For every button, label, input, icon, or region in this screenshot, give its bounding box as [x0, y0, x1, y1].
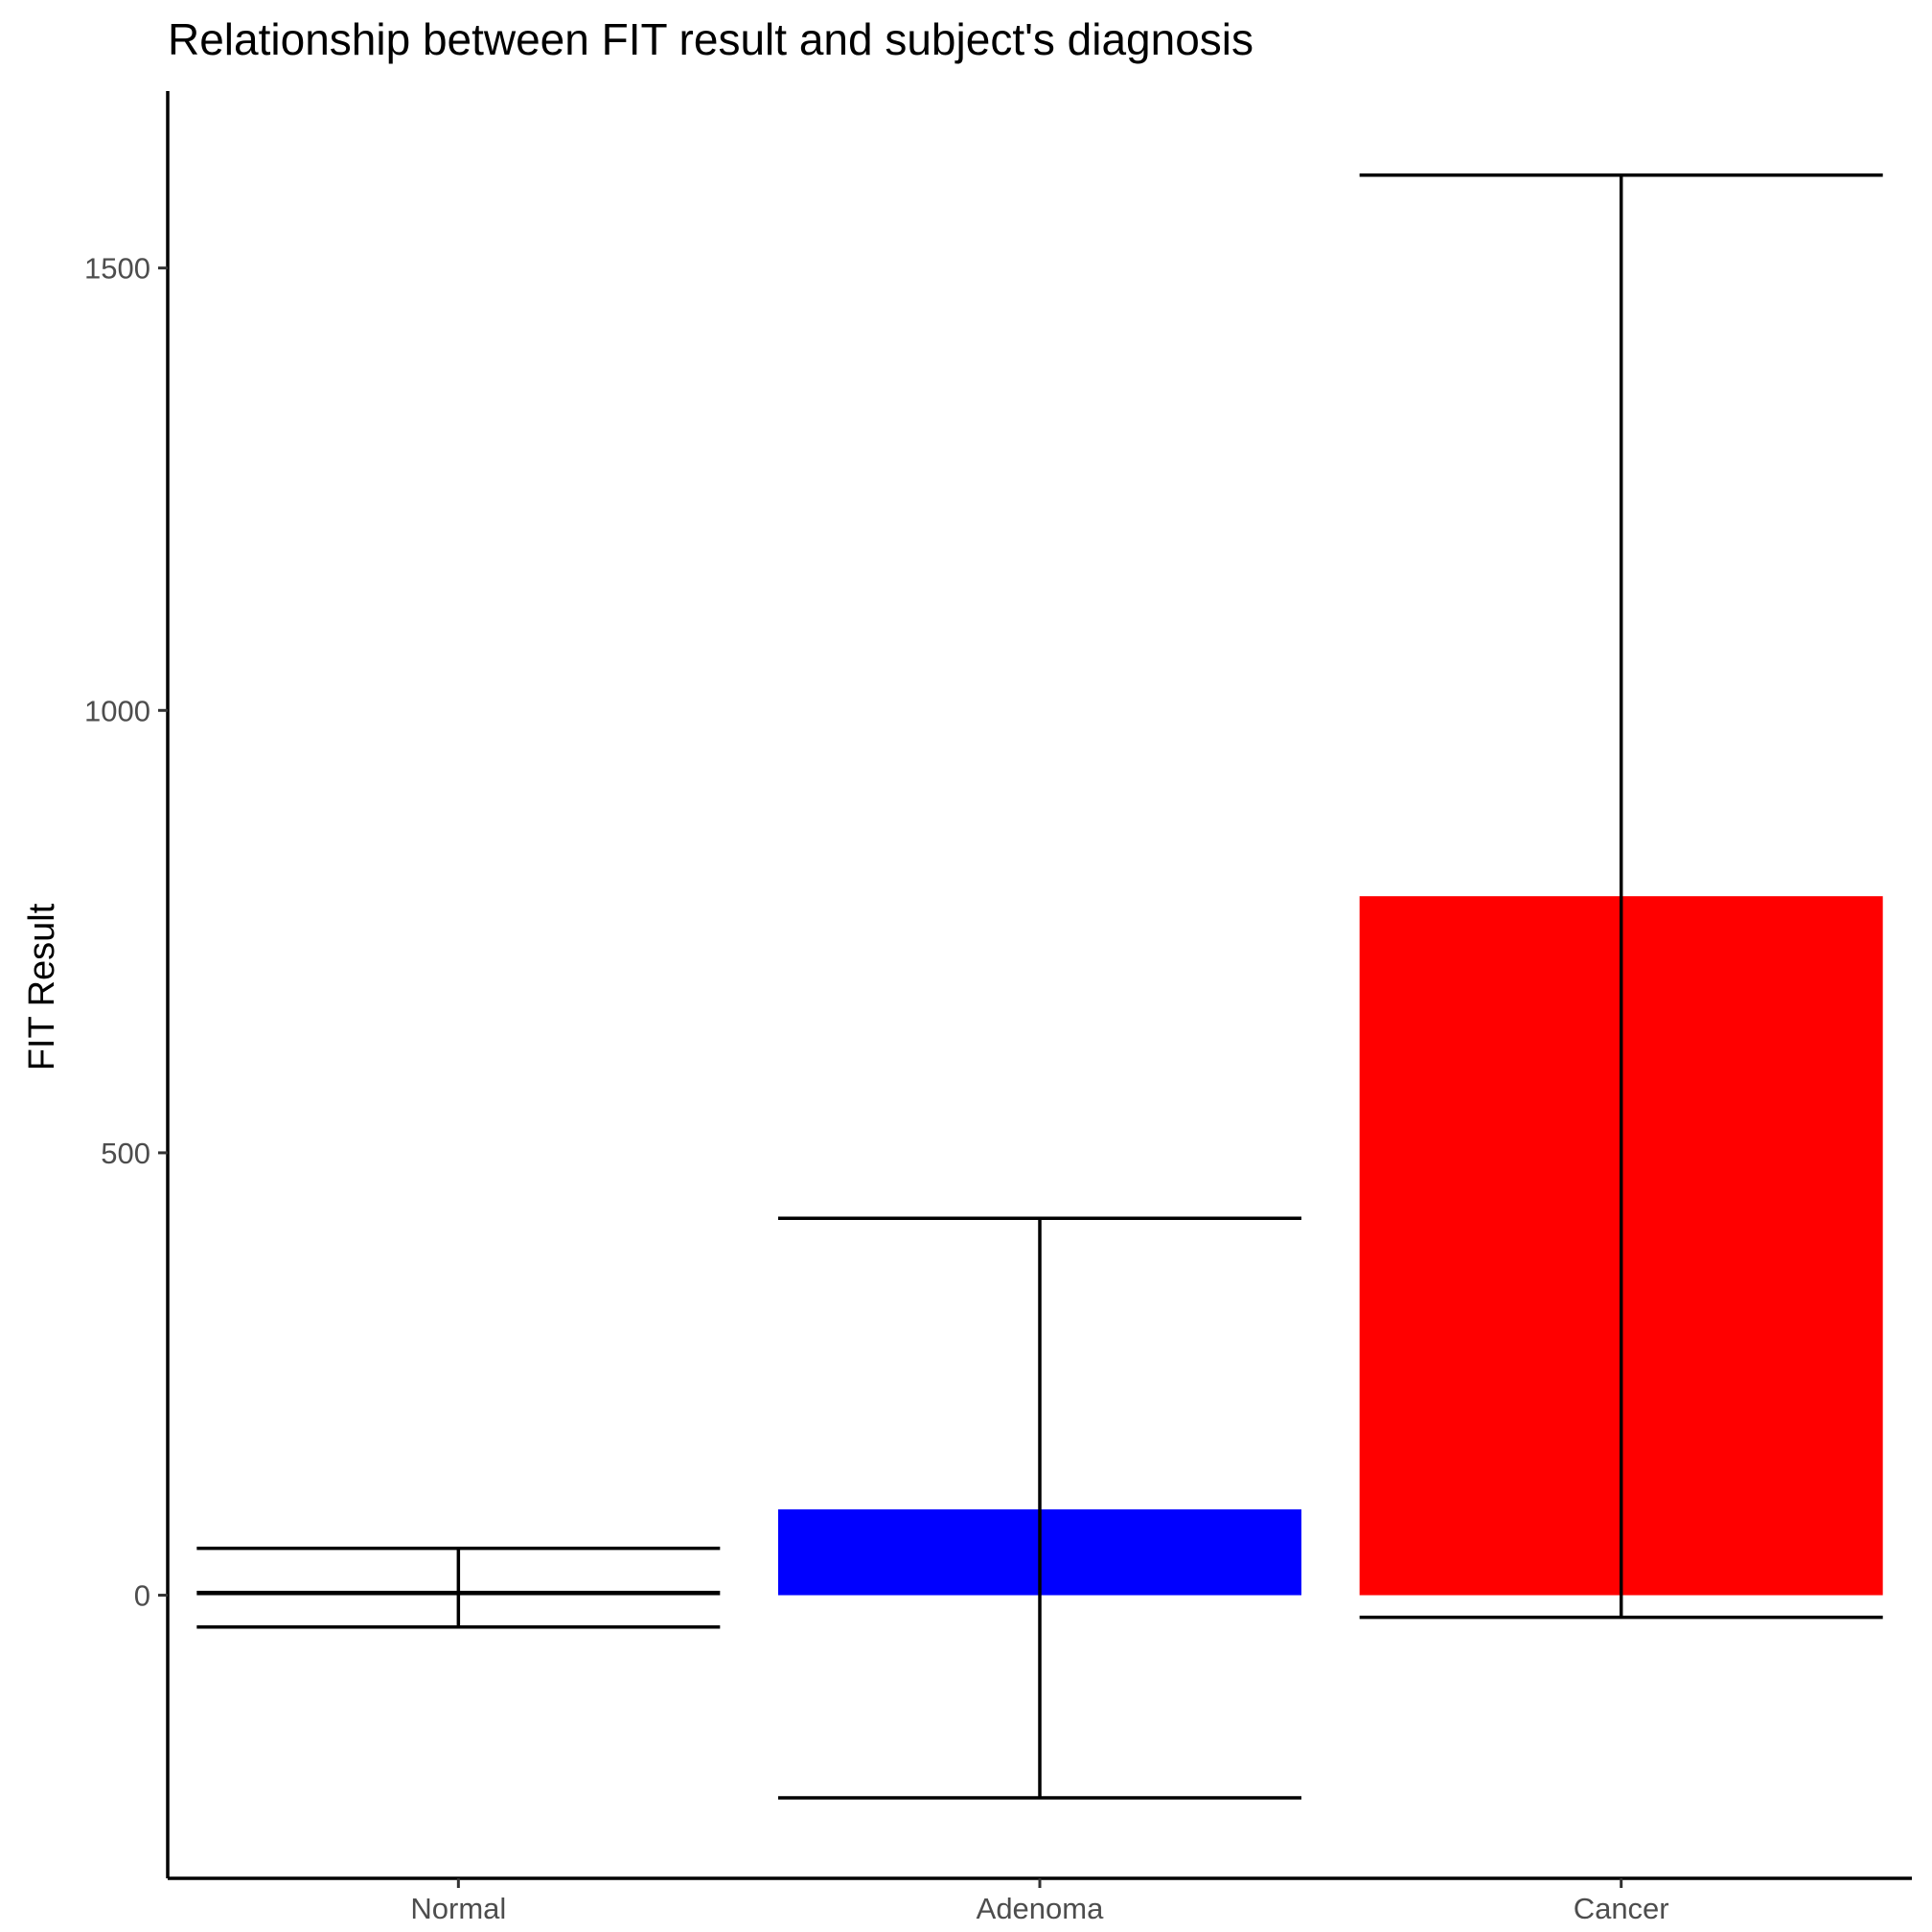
error-bars-group [196, 172, 1883, 1800]
y-tick-label: 500 [101, 1137, 150, 1170]
x-tick-label: Cancer [1574, 1892, 1669, 1925]
chart-title: Relationship between FIT result and subj… [168, 14, 1254, 64]
x-tick-label: Adenoma [977, 1892, 1104, 1925]
ticks-group: 0 500 1000 1500 Normal Adenoma Cancer [84, 252, 1669, 1925]
y-tick-label: 0 [134, 1579, 150, 1613]
x-tick-label: Normal [410, 1892, 506, 1925]
y-tick-label: 1000 [84, 694, 150, 727]
y-axis-label: FIT Result [22, 903, 62, 1070]
y-tick-label: 1500 [84, 252, 150, 286]
